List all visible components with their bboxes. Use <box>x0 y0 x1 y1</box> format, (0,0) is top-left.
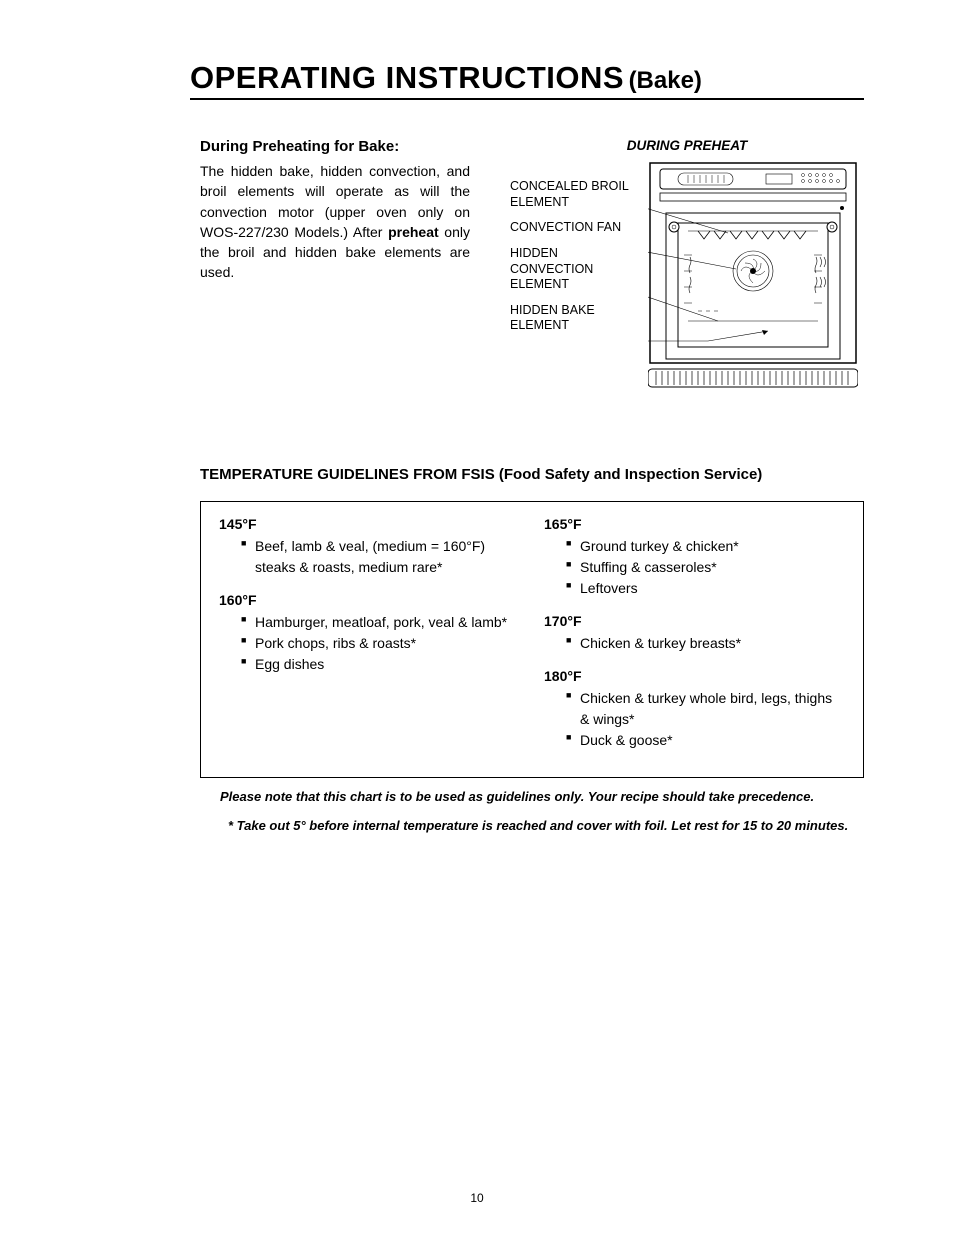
label-conv: HIDDEN CONVECTION ELEMENT <box>510 246 640 293</box>
temp-group: 180°F Chicken & turkey whole bird, legs, … <box>544 668 845 751</box>
temp-value: 170°F <box>544 613 845 629</box>
oven-diagram <box>648 161 864 396</box>
label-bake: HIDDEN BAKE ELEMENT <box>510 303 640 334</box>
temp-item: Hamburger, meatloaf, pork, veal & lamb* <box>241 612 520 633</box>
temp-col-left: 145°F Beef, lamb & veal, (medium = 160°F)… <box>219 516 520 765</box>
preheat-row: During Preheating for Bake: The hidden b… <box>200 138 864 396</box>
diagram-column: DURING PREHEAT CONCEALED BROIL ELEMENT C… <box>510 138 864 396</box>
temp-item: Duck & goose* <box>566 730 845 751</box>
diagram-labels: CONCEALED BROIL ELEMENT CONVECTION FAN H… <box>510 161 640 344</box>
preheat-heading: During Preheating for Bake: <box>200 138 470 155</box>
temp-value: 160°F <box>219 592 520 608</box>
temp-item-list: Beef, lamb & veal, (medium = 160°F) stea… <box>219 536 520 578</box>
temperature-table: 145°F Beef, lamb & veal, (medium = 160°F)… <box>200 501 864 778</box>
temp-value: 165°F <box>544 516 845 532</box>
temperature-section: TEMPERATURE GUIDELINES FROM FSIS (Food S… <box>200 466 864 836</box>
preheat-body: The hidden bake, hidden convection, and … <box>200 161 470 283</box>
diagram-title: DURING PREHEAT <box>510 138 864 153</box>
temp-col-right: 165°F Ground turkey & chicken*Stuffing & … <box>544 516 845 765</box>
temp-item: Ground turkey & chicken* <box>566 536 845 557</box>
temp-item: Chicken & turkey whole bird, legs, thigh… <box>566 688 845 730</box>
temp-item-list: Chicken & turkey breasts* <box>544 633 845 654</box>
temp-item-list: Chicken & turkey whole bird, legs, thigh… <box>544 688 845 751</box>
temp-value: 180°F <box>544 668 845 684</box>
oven-svg-icon <box>648 161 858 391</box>
diagram-wrap: CONCEALED BROIL ELEMENT CONVECTION FAN H… <box>510 161 864 396</box>
temp-item: Leftovers <box>566 578 845 599</box>
temp-note-2: * Take out 5° before internal temperatur… <box>226 817 864 836</box>
manual-page: OPERATING INSTRUCTIONS (Bake) During Pre… <box>0 0 954 1235</box>
label-fan: CONVECTION FAN <box>510 220 640 236</box>
temp-item: Pork chops, ribs & roasts* <box>241 633 520 654</box>
preheat-body-bold: preheat <box>388 224 439 240</box>
preheat-text-column: During Preheating for Bake: The hidden b… <box>200 138 470 283</box>
temp-item: Beef, lamb & veal, (medium = 160°F) stea… <box>241 536 520 578</box>
page-number: 10 <box>0 1191 954 1205</box>
content-area: During Preheating for Bake: The hidden b… <box>190 138 864 836</box>
temp-item: Stuffing & casseroles* <box>566 557 845 578</box>
temp-group: 160°F Hamburger, meatloaf, pork, veal & l… <box>219 592 520 675</box>
temp-item: Chicken & turkey breasts* <box>566 633 845 654</box>
title-main: OPERATING INSTRUCTIONS <box>190 60 624 95</box>
title-sub: (Bake) <box>629 67 702 94</box>
temp-group: 170°F Chicken & turkey breasts* <box>544 613 845 654</box>
temp-group: 145°F Beef, lamb & veal, (medium = 160°F)… <box>219 516 520 578</box>
temp-item-list: Ground turkey & chicken*Stuffing & casse… <box>544 536 845 599</box>
temp-value: 145°F <box>219 516 520 532</box>
temp-group: 165°F Ground turkey & chicken*Stuffing & … <box>544 516 845 599</box>
temperature-heading: TEMPERATURE GUIDELINES FROM FSIS (Food S… <box>200 466 864 483</box>
label-broil: CONCEALED BROIL ELEMENT <box>510 179 640 210</box>
temp-item-list: Hamburger, meatloaf, pork, veal & lamb*P… <box>219 612 520 675</box>
page-title-row: OPERATING INSTRUCTIONS (Bake) <box>190 60 864 100</box>
temp-item: Egg dishes <box>241 654 520 675</box>
temp-note-1: Please note that this chart is to be use… <box>200 788 864 807</box>
